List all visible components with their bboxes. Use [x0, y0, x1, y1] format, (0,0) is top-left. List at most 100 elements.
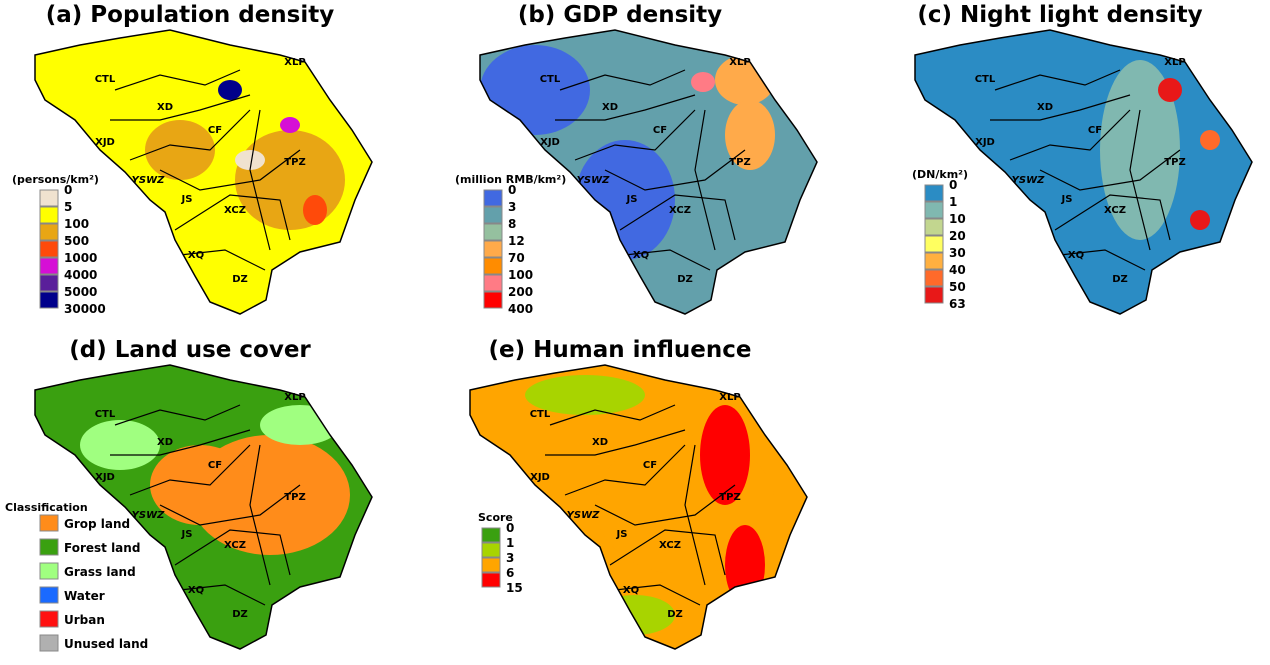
subbasin-boundary [564, 444, 686, 496]
basin-outline [469, 364, 808, 650]
region-label-cf: CF [643, 460, 657, 471]
panel-title: (c) Night light density [917, 2, 1202, 28]
region-label-yswz: YSWZ [577, 175, 610, 186]
region-label-xcz: XCZ [1104, 205, 1126, 216]
legend-swatch [924, 269, 944, 287]
subbasin-boundary [1009, 109, 1131, 161]
region-label-xq: XQ [188, 585, 204, 596]
region-label-xq: XQ [188, 250, 204, 261]
legend-swatch [924, 235, 944, 253]
region-label-dz: DZ [232, 609, 248, 620]
region-label-xd: XD [602, 102, 618, 113]
subbasin-boundary [174, 529, 291, 576]
legend-swatch [481, 527, 501, 543]
legend-title: (DN/km²) [912, 168, 968, 181]
legend-label: 70 [508, 251, 525, 265]
map-panel-2: (b) GDP density CTL XLP XD XJD CF TPZ YSWZ JS XCZ… [455, 2, 818, 316]
legend-label: 100 [64, 217, 89, 231]
map-zone [480, 45, 590, 135]
region-label-xq: XQ [1068, 250, 1084, 261]
legend-label: 8 [508, 217, 516, 231]
subbasin-boundary [1039, 149, 1181, 191]
legend-swatch [483, 189, 503, 207]
legend-label: 200 [508, 285, 533, 299]
region-label-xjd: XJD [975, 137, 995, 148]
legend-swatch [39, 538, 59, 556]
legend-swatch [39, 274, 59, 292]
subbasin-boundary [604, 149, 746, 191]
map-zone [1190, 210, 1210, 230]
legend-swatch [39, 562, 59, 580]
map-zone [235, 150, 265, 170]
subbasin-boundary [249, 444, 271, 586]
region-label-yswz: YSWZ [1012, 175, 1045, 186]
subbasin-boundary [609, 529, 726, 576]
subbasin-boundary [594, 484, 736, 526]
subbasin-boundary [614, 584, 701, 606]
map-zone [145, 120, 215, 180]
subbasin-boundary [159, 484, 301, 526]
subbasin-boundary [994, 69, 1121, 91]
region-label-cf: CF [208, 125, 222, 136]
subbasin-boundary [694, 109, 716, 251]
legend-swatch [924, 286, 944, 304]
region-label-cf: CF [653, 125, 667, 136]
map-zone [80, 420, 160, 470]
legend-label: Grop land [64, 517, 130, 531]
legend-swatch [39, 610, 59, 628]
legend-swatch [483, 274, 503, 292]
legend-label: 40 [949, 263, 966, 277]
legend-label: 100 [508, 268, 533, 282]
legend-swatch [39, 189, 59, 207]
legend-label: 3 [506, 551, 514, 565]
subbasin-boundary [129, 109, 251, 161]
legend-label: 3 [508, 200, 516, 214]
region-label-xlp: XLP [719, 392, 740, 403]
region-label-tpz: TPZ [284, 492, 305, 503]
legend-swatch [481, 572, 501, 588]
legend-label: 6 [506, 566, 514, 580]
legend-label: Grass land [64, 565, 136, 579]
legend-swatch [481, 557, 501, 573]
region-label-xjd: XJD [95, 472, 115, 483]
subbasin-boundary [619, 194, 736, 241]
region-label-js: JS [1061, 194, 1073, 205]
map-panel-5: (e) Human influence CTL XLP XD XJD CF TPZ YSWZ J… [469, 337, 808, 650]
region-label-js: JS [626, 194, 638, 205]
legend-label: Water [64, 589, 105, 603]
map-zone [525, 375, 645, 415]
region-label-js: JS [616, 529, 628, 540]
region-label-xq: XQ [623, 585, 639, 596]
map-zone [595, 595, 675, 635]
legend-title: Classification [5, 501, 88, 514]
subbasin-boundary [110, 94, 251, 121]
subbasin-boundary [114, 69, 241, 91]
subbasin-boundary [129, 444, 251, 496]
legend-label: 10 [949, 212, 966, 226]
region-label-ctl: CTL [540, 74, 561, 85]
legend-title: (million RMB/km²) [455, 173, 566, 186]
legend-swatch [483, 206, 503, 224]
legend-swatch [924, 252, 944, 270]
region-label-yswz: YSWZ [132, 175, 165, 186]
legend-swatch [39, 257, 59, 275]
legend-label: 400 [508, 302, 533, 316]
legend-label: 4000 [64, 268, 97, 282]
map-zone [1158, 78, 1182, 102]
legend-label: 0 [64, 183, 72, 197]
legend-swatch [924, 184, 944, 202]
region-label-ctl: CTL [95, 409, 116, 420]
legend-swatch [39, 223, 59, 241]
region-label-xd: XD [157, 102, 173, 113]
legend-swatch [39, 634, 59, 652]
subbasin-boundary [249, 109, 271, 251]
map-zone [303, 195, 327, 225]
legend-swatch [924, 201, 944, 219]
legend-label: Urban [64, 613, 105, 627]
region-label-dz: DZ [1112, 274, 1128, 285]
subbasin-boundary [555, 94, 696, 121]
map-zone [280, 117, 300, 133]
map-panel-1: (a) Population density CTL XLP XD XJD CF TPZ YS… [12, 2, 373, 316]
legend-swatch [483, 240, 503, 258]
region-label-ctl: CTL [975, 74, 996, 85]
